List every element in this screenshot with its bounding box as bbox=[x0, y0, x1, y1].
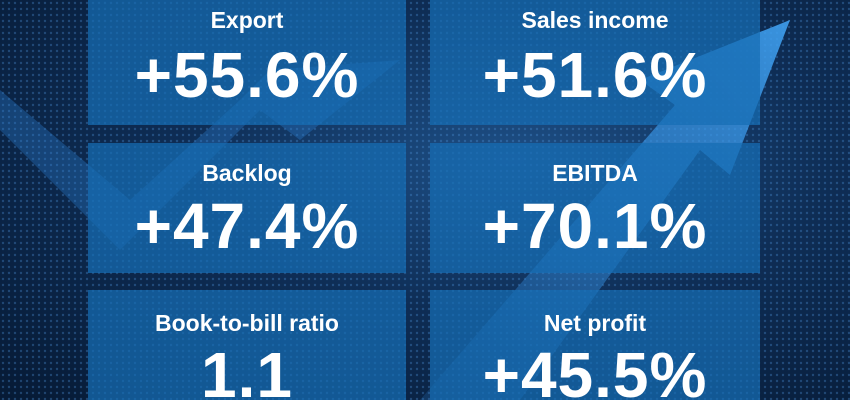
kpi-tile: Net profit +45.5% bbox=[430, 290, 760, 400]
kpi-tile: Sales income +51.6% bbox=[430, 0, 760, 125]
kpi-value: +55.6% bbox=[134, 39, 360, 111]
kpi-value: +51.6% bbox=[482, 39, 708, 111]
kpi-label: Sales income bbox=[521, 7, 669, 33]
kpi-label: EBITDA bbox=[552, 160, 638, 186]
kpi-tile: Export +55.6% bbox=[88, 0, 406, 125]
kpi-tile: EBITDA +70.1% bbox=[430, 143, 760, 273]
kpi-value: +47.4% bbox=[134, 190, 360, 262]
kpi-tile: Book-to-bill ratio 1.1 bbox=[88, 290, 406, 400]
kpi-label: Book-to-bill ratio bbox=[155, 310, 339, 336]
kpi-label: Export bbox=[210, 7, 284, 33]
kpi-label: Backlog bbox=[202, 160, 292, 186]
kpi-value: +45.5% bbox=[482, 339, 708, 400]
kpi-value: +70.1% bbox=[482, 190, 708, 262]
kpi-tile: Backlog +47.4% bbox=[88, 143, 406, 273]
kpi-value: 1.1 bbox=[201, 339, 293, 400]
kpi-label: Net profit bbox=[543, 310, 647, 336]
